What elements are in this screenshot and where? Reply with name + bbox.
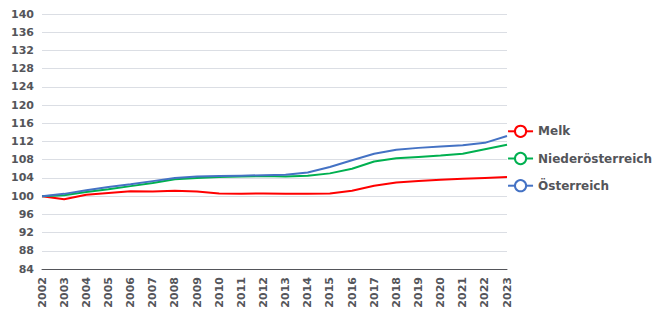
svg-text:96: 96 [19,208,35,221]
svg-text:Österreich: Österreich [538,178,609,193]
svg-text:92: 92 [19,226,34,239]
svg-text:2002: 2002 [36,277,49,308]
svg-text:2010: 2010 [213,277,226,308]
svg-text:2016: 2016 [346,277,359,308]
svg-text:2020: 2020 [434,277,447,308]
svg-text:2006: 2006 [124,277,137,308]
svg-text:2021: 2021 [456,277,469,308]
svg-text:128: 128 [11,62,34,75]
svg-text:2011: 2011 [235,277,248,308]
svg-text:100: 100 [11,190,34,203]
svg-text:2009: 2009 [191,277,204,308]
svg-text:2003: 2003 [58,277,71,308]
svg-text:2004: 2004 [80,277,93,308]
svg-text:140: 140 [11,8,34,21]
svg-text:120: 120 [11,99,34,112]
svg-text:2022: 2022 [478,277,491,308]
svg-text:88: 88 [19,244,34,257]
svg-text:108: 108 [11,153,34,166]
svg-text:2018: 2018 [390,277,403,308]
svg-text:116: 116 [11,117,34,130]
svg-text:2012: 2012 [257,277,270,308]
svg-text:Melk: Melk [538,124,571,138]
svg-text:104: 104 [11,171,34,184]
svg-text:2017: 2017 [368,277,381,308]
svg-text:2014: 2014 [301,277,314,308]
svg-text:Niederösterreich: Niederösterreich [538,152,652,166]
svg-text:2013: 2013 [279,277,292,308]
svg-text:84: 84 [19,263,35,276]
svg-text:124: 124 [11,80,34,93]
svg-text:2005: 2005 [102,277,115,308]
svg-text:2023: 2023 [501,277,514,308]
svg-text:112: 112 [11,135,34,148]
svg-text:2015: 2015 [323,277,336,308]
svg-text:2007: 2007 [146,277,159,308]
svg-text:136: 136 [11,26,34,39]
svg-text:132: 132 [11,44,34,57]
svg-text:2008: 2008 [168,277,181,308]
svg-text:2019: 2019 [412,277,425,308]
